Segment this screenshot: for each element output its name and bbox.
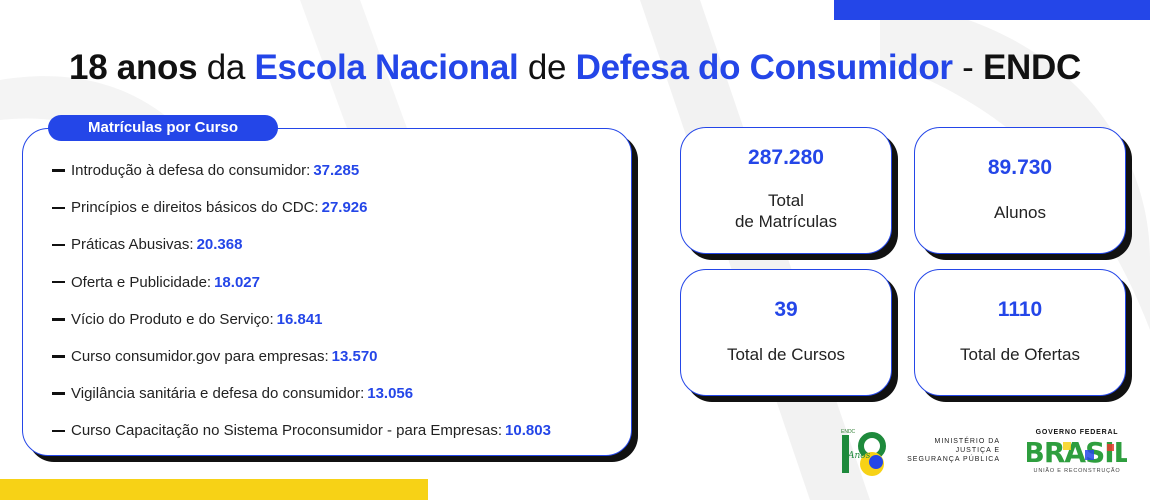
brasil-logo: BRASIL bbox=[1027, 438, 1127, 466]
stat-card-courses: 39 Total de Cursos bbox=[680, 269, 892, 396]
list-item: Práticas Abusivas: 20.368 bbox=[52, 226, 551, 263]
list-item: Vício do Produto e do Serviço: 16.841 bbox=[52, 301, 551, 338]
course-name: Práticas Abusivas: bbox=[71, 236, 194, 254]
stat-value: 287.280 bbox=[748, 146, 824, 169]
page-title: 18 anos da Escola Nacional de Defesa do … bbox=[0, 48, 1150, 88]
course-name: Vício do Produto e do Serviço: bbox=[71, 310, 274, 328]
top-accent-bar bbox=[834, 0, 1150, 20]
dash-icon bbox=[52, 169, 65, 172]
stat-label: Total de Cursos bbox=[726, 345, 846, 364]
list-item: Oferta e Publicidade: 18.027 bbox=[52, 264, 551, 301]
gov-federal-text: GOVERNO FEDERAL bbox=[1035, 429, 1119, 436]
stat-label: de Matrículas bbox=[734, 212, 838, 231]
ministry-line: JUSTIÇA E bbox=[955, 447, 1000, 454]
gov-slogan-text: UNIÃO E RECONSTRUÇÃO bbox=[1033, 468, 1121, 474]
ministry-line: MINISTÉRIO DA bbox=[934, 438, 1000, 445]
dash-icon bbox=[52, 429, 65, 433]
course-list: Introdução à defesa do consumidor: 37.285… bbox=[52, 152, 551, 450]
course-value: 37.285 bbox=[313, 162, 360, 180]
ministry-line: SEGURANÇA PÚBLICA bbox=[907, 456, 1000, 463]
endc-18-anos-logo: ENDC Anos bbox=[841, 429, 886, 476]
logo-endc-text: ENDC bbox=[841, 429, 856, 435]
title-part: Escola Nacional bbox=[254, 48, 519, 87]
course-name: Curso Capacitação no Sistema Proconsumid… bbox=[71, 422, 503, 440]
courses-card bbox=[22, 128, 632, 456]
title-part: de bbox=[518, 48, 576, 87]
stat-value: 39 bbox=[774, 298, 798, 321]
dash-icon bbox=[52, 206, 65, 210]
dash-icon bbox=[52, 392, 65, 395]
title-part: 18 anos bbox=[69, 48, 198, 87]
courses-card-label: Matrículas por Curso bbox=[48, 115, 278, 141]
dash-icon bbox=[52, 243, 65, 247]
course-value: 13.056 bbox=[367, 385, 414, 403]
title-part: - bbox=[952, 48, 983, 87]
stat-card-total-enrollments: 287.280 Total de Matrículas bbox=[680, 127, 892, 254]
stat-card-students: 89.730 Alunos bbox=[914, 127, 1126, 254]
course-value: 20.368 bbox=[196, 236, 243, 254]
stat-value: 89.730 bbox=[987, 156, 1053, 179]
title-part: da bbox=[197, 48, 255, 87]
dash-icon bbox=[52, 318, 65, 321]
list-item: Vigilância sanitária e defesa do consumi… bbox=[52, 375, 551, 412]
course-value: 16.841 bbox=[276, 310, 323, 328]
course-name: Princípios e direitos básicos do CDC: bbox=[71, 199, 319, 217]
course-name: Introdução à defesa do consumidor: bbox=[71, 162, 311, 180]
list-item: Introdução à defesa do consumidor: 37.285 bbox=[52, 152, 551, 189]
stat-label: Total de Ofertas bbox=[959, 345, 1080, 364]
stat-label: Alunos bbox=[994, 203, 1046, 222]
course-name: Vigilância sanitária e defesa do consumi… bbox=[71, 385, 365, 403]
list-item: Princípios e direitos básicos do CDC: 27.… bbox=[52, 189, 551, 226]
bottom-accent-bar bbox=[0, 479, 428, 500]
brasil-text: BRASIL bbox=[1027, 438, 1127, 466]
logo-anos-text: Anos bbox=[847, 451, 871, 461]
dash-icon bbox=[52, 280, 65, 284]
list-item: Curso Capacitação no Sistema Proconsumid… bbox=[52, 412, 551, 449]
course-value: 10.803 bbox=[505, 422, 551, 440]
course-value: 27.926 bbox=[321, 199, 368, 217]
course-name: Oferta e Publicidade: bbox=[71, 273, 212, 291]
course-name: Curso consumidor.gov para empresas: bbox=[71, 348, 329, 366]
list-item: Curso consumidor.gov para empresas: 13.57… bbox=[52, 338, 551, 375]
course-value: 18.027 bbox=[214, 273, 260, 291]
title-part: Defesa do Consumidor bbox=[575, 48, 953, 87]
stat-value: 1110 bbox=[997, 298, 1043, 321]
stat-card-offers: 1110 Total de Ofertas bbox=[914, 269, 1126, 396]
stat-label: Total bbox=[768, 191, 804, 210]
course-value: 13.570 bbox=[331, 348, 378, 366]
ministry-logo-text: MINISTÉRIO DA JUSTIÇA E SEGURANÇA PÚBLIC… bbox=[904, 437, 1000, 464]
title-part: ENDC bbox=[982, 48, 1081, 87]
dash-icon bbox=[52, 355, 65, 358]
